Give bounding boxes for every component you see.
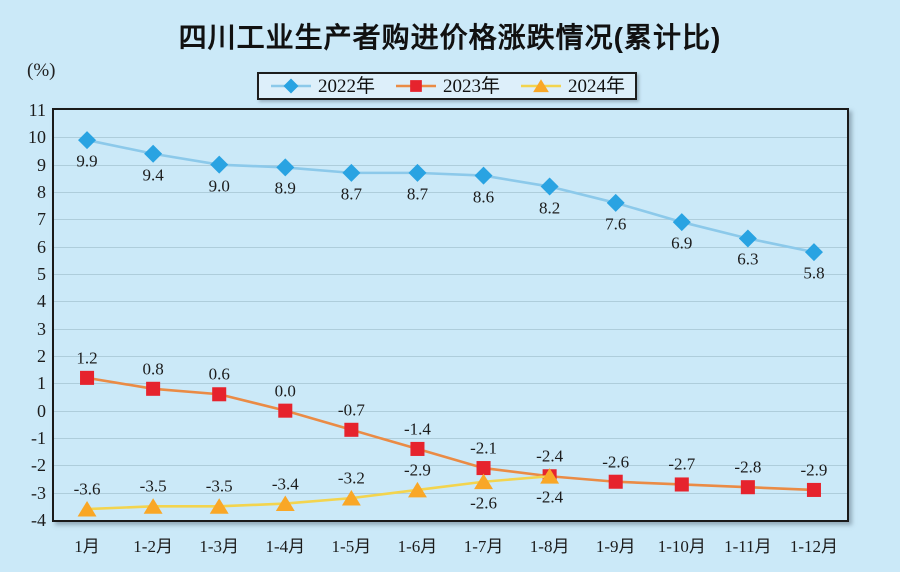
data-label: -2.9	[800, 460, 828, 480]
x-tick-label: 1-12月	[789, 537, 839, 556]
x-tick-label: 1-2月	[133, 537, 173, 556]
legend: 2022年 2023年 2024年	[257, 72, 637, 100]
x-tick-label: 1-11月	[724, 537, 772, 556]
y-tick-label: -1	[31, 428, 46, 448]
y-tick-label: 1	[37, 373, 46, 394]
data-label: 6.3	[737, 249, 759, 269]
data-label: -2.8	[734, 457, 762, 477]
x-tick-label: 1-8月	[529, 537, 570, 556]
data-label: -2.7	[668, 454, 696, 474]
y-tick-label: 4	[37, 291, 46, 312]
data-label: -1.4	[403, 419, 431, 439]
gridline	[54, 410, 847, 412]
legend-label-2023: 2023年	[442, 75, 500, 97]
data-label: 8.2	[539, 198, 561, 218]
data-label: -2.9	[403, 460, 431, 480]
x-tick-label: 1-3月	[199, 537, 240, 556]
data-label: -3.5	[139, 476, 167, 496]
data-label: 6.9	[671, 233, 693, 253]
data-label: 0.0	[274, 381, 296, 401]
chart-title: 四川工业生产者购进价格涨跌情况(累计比)	[178, 22, 722, 53]
x-tick-label: 1-7月	[463, 537, 504, 556]
data-label: -2.4	[536, 487, 564, 507]
legend-item-2024[interactable]: 2024年	[519, 77, 625, 96]
gridline	[54, 465, 847, 467]
data-label: 9.9	[76, 151, 98, 171]
gridline	[54, 137, 847, 139]
x-tick-label: 1-9月	[595, 537, 636, 556]
gridline	[54, 301, 847, 303]
data-label: 9.0	[208, 176, 230, 196]
data-label: 8.9	[274, 178, 296, 198]
data-label: 8.7	[340, 184, 362, 204]
y-tick-label: 2	[37, 346, 46, 366]
legend-item-2023[interactable]: 2023年	[394, 77, 500, 96]
y-tick-label: 7	[37, 209, 46, 230]
data-label: -0.7	[337, 400, 365, 420]
data-label: 7.6	[605, 214, 627, 234]
square-marker-icon	[395, 80, 436, 92]
gridline	[54, 274, 847, 275]
data-label: 1.2	[76, 348, 98, 368]
data-label: -3.2	[337, 468, 365, 488]
y-tick-label: 8	[37, 182, 46, 202]
y-tick-label: -2	[31, 455, 46, 476]
x-tick-label: 1-6月	[397, 537, 438, 556]
data-label: -3.5	[205, 476, 233, 496]
triangle-marker-icon	[520, 79, 561, 93]
data-label: 9.4	[142, 165, 164, 185]
gridline	[54, 328, 847, 330]
gridline	[54, 246, 847, 248]
gridline	[54, 492, 847, 494]
legend-label-2022: 2022年	[318, 75, 376, 97]
data-label: 8.7	[406, 184, 429, 204]
x-tick-label: 1-10月	[657, 537, 706, 556]
data-label: 0.8	[142, 359, 164, 379]
data-label: -2.6	[602, 452, 630, 472]
gridline	[54, 164, 847, 166]
y-tick-label: 11	[28, 100, 46, 120]
x-tick-label: 1月	[74, 537, 100, 556]
legend-item-2022[interactable]: 2022年	[269, 77, 375, 96]
data-label: -2.6	[470, 493, 497, 513]
y-tick-label: 3	[37, 318, 46, 339]
gridline	[54, 438, 847, 439]
plot-area: 9.9 9.4 9.0 8.9 8.7 8.7 8.6 8.2 7.6 6.9 6.3 5.8 1.2 0…	[52, 108, 849, 522]
data-label: 8.6	[472, 187, 495, 207]
gridline	[54, 192, 847, 193]
y-tick-label: -4	[31, 510, 46, 530]
diamond-marker-icon	[271, 78, 311, 94]
y-tick-label: 0	[37, 400, 46, 421]
legend-label-2024: 2024年	[567, 75, 625, 97]
x-tick-label: 1-4月	[265, 537, 306, 556]
x-tick-label: 1-5月	[331, 537, 372, 556]
data-label: -3.4	[271, 474, 299, 494]
y-tick-label: 9	[37, 154, 46, 175]
data-label: 0.6	[208, 364, 230, 384]
y-tick-label: -3	[31, 482, 46, 503]
y-tick-label: 10	[28, 127, 46, 148]
y-tick-label: 5	[37, 264, 46, 284]
series-plot	[77, 131, 823, 517]
y-axis-unit-label: (%)	[27, 60, 56, 81]
data-label: 5.8	[803, 263, 825, 283]
gridline	[54, 383, 847, 385]
y-tick-label: 6	[37, 236, 46, 257]
gridline	[54, 356, 847, 357]
data-label: -2.4	[536, 446, 564, 466]
data-label: -3.6	[73, 479, 101, 499]
gridline	[54, 219, 847, 221]
data-label: -2.1	[470, 438, 497, 458]
